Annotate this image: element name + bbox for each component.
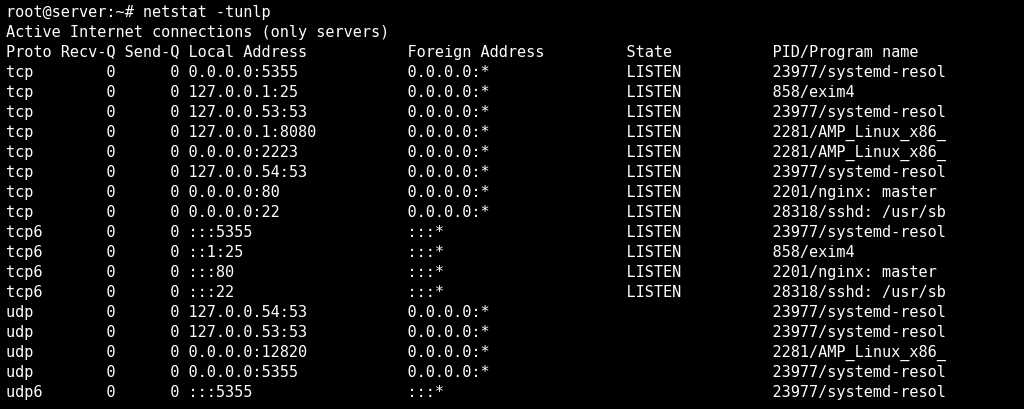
Text: udp        0      0 0.0.0.0:5355            0.0.0.0:*                           : udp 0 0 0.0.0.0:5355 0.0.0.0:* — [6, 364, 946, 379]
Text: udp6       0      0 :::5355                 :::*                                : udp6 0 0 :::5355 :::* — [6, 384, 946, 399]
Text: tcp        0      0 0.0.0.0:5355            0.0.0.0:*               LISTEN      : tcp 0 0 0.0.0.0:5355 0.0.0.0:* LISTEN — [6, 65, 946, 80]
Text: udp        0      0 127.0.0.53:53           0.0.0.0:*                           : udp 0 0 127.0.0.53:53 0.0.0.0:* — [6, 324, 946, 339]
Text: tcp6       0      0 ::1:25                  :::*                    LISTEN      : tcp6 0 0 ::1:25 :::* LISTEN — [6, 245, 855, 259]
Text: tcp        0      0 0.0.0.0:80              0.0.0.0:*               LISTEN      : tcp 0 0 0.0.0.0:80 0.0.0.0:* LISTEN — [6, 184, 937, 200]
Text: tcp        0      0 127.0.0.1:8080          0.0.0.0:*               LISTEN      : tcp 0 0 127.0.0.1:8080 0.0.0.0:* LISTEN — [6, 125, 946, 141]
Text: tcp        0      0 0.0.0.0:22              0.0.0.0:*               LISTEN      : tcp 0 0 0.0.0.0:22 0.0.0.0:* LISTEN — [6, 204, 946, 220]
Text: tcp6       0      0 :::22                   :::*                    LISTEN      : tcp6 0 0 :::22 :::* LISTEN — [6, 284, 946, 299]
Text: udp        0      0 127.0.0.54:53           0.0.0.0:*                           : udp 0 0 127.0.0.54:53 0.0.0.0:* — [6, 304, 946, 319]
Text: udp        0      0 0.0.0.0:12820           0.0.0.0:*                           : udp 0 0 0.0.0.0:12820 0.0.0.0:* — [6, 344, 946, 360]
Text: tcp6       0      0 :::5355                 :::*                    LISTEN      : tcp6 0 0 :::5355 :::* LISTEN — [6, 225, 946, 239]
Text: tcp        0      0 127.0.0.1:25            0.0.0.0:*               LISTEN      : tcp 0 0 127.0.0.1:25 0.0.0.0:* LISTEN — [6, 85, 855, 100]
Text: Active Internet connections (only servers): Active Internet connections (only server… — [6, 25, 389, 40]
Text: tcp        0      0 127.0.0.54:53           0.0.0.0:*               LISTEN      : tcp 0 0 127.0.0.54:53 0.0.0.0:* LISTEN — [6, 164, 946, 180]
Text: tcp        0      0 127.0.0.53:53           0.0.0.0:*               LISTEN      : tcp 0 0 127.0.0.53:53 0.0.0.0:* LISTEN — [6, 105, 946, 120]
Text: tcp6       0      0 :::80                   :::*                    LISTEN      : tcp6 0 0 :::80 :::* LISTEN — [6, 264, 937, 279]
Text: root@server:~# netstat -tunlp: root@server:~# netstat -tunlp — [6, 5, 270, 20]
Text: Proto Recv-Q Send-Q Local Address           Foreign Address         State       : Proto Recv-Q Send-Q Local Address Foreig… — [6, 45, 919, 60]
Text: tcp        0      0 0.0.0.0:2223            0.0.0.0:*               LISTEN      : tcp 0 0 0.0.0.0:2223 0.0.0.0:* LISTEN — [6, 145, 946, 161]
